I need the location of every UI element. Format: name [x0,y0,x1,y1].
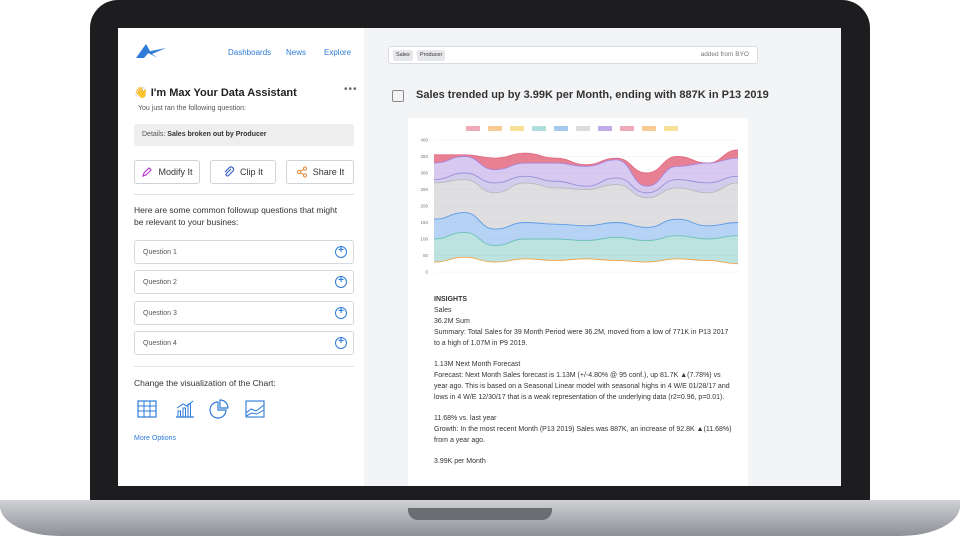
area-chart-icon[interactable] [244,398,266,420]
question-label: Question 2 [143,279,177,286]
question-label: Question 4 [143,340,177,347]
series-line[interactable] [433,256,739,265]
results-panel: Sales Producer added from BYO Sales tren… [364,28,841,486]
y-tick-label: 200 [420,204,428,209]
series-line[interactable] [433,231,739,247]
more-options-link[interactable]: More Options [134,435,177,442]
growth-title: 11.68% vs. last year [434,415,497,422]
modify-label: Modify It [158,167,193,177]
question-label: Question 3 [143,310,177,317]
question-label: Question 1 [143,249,177,256]
share-button[interactable]: Share It [286,160,354,184]
app-screen: Dashboards News Explore 👋 I'm Max Your D… [118,28,841,486]
y-tick-label: 100 [420,237,428,242]
insights: INSIGHTS Sales 36.2M Sum Summary: Total … [434,294,734,467]
series-band[interactable] [434,173,738,198]
nav-explore[interactable]: Explore [324,48,352,57]
forecast-text: Forecast: Next Month Sales forecast is 1… [434,372,730,401]
details-value: Sales broken out by Producer [167,131,267,138]
y-tick-label: 300 [420,171,428,176]
divider [134,366,354,367]
forecast-title: 1.13M Next Month Forecast [434,361,521,368]
growth-text: Growth: In the most recent Month (P13 20… [434,426,732,444]
modify-button[interactable]: Modify It [134,160,200,184]
y-tick-label: 350 [420,154,428,159]
ran-question-text: You just ran the following question: [138,105,246,112]
y-tick-label: 250 [420,187,428,192]
legend-swatch[interactable] [488,126,502,131]
nav-news[interactable]: News [286,48,307,57]
series-band[interactable] [434,149,738,187]
series-line[interactable] [433,172,739,194]
paperclip-icon [224,166,235,177]
y-tick-label: 0 [425,270,428,275]
insights-metric: Sales [434,307,452,314]
sales-chart[interactable]: 400 350 300 250 200 150 100 50 0 [408,122,748,282]
y-tick-label: 400 [420,138,428,143]
search-bar[interactable]: Sales Producer added from BYO [388,46,758,64]
question-item[interactable]: Question 2 + [134,270,354,294]
app-logo-icon[interactable] [134,42,168,60]
series-line[interactable] [433,149,739,174]
divider [134,194,354,195]
legend-swatch[interactable] [532,126,546,131]
laptop-notch [408,508,552,520]
legend-swatch[interactable] [598,126,612,131]
series-band[interactable] [434,212,738,246]
insights-title: INSIGHTS [434,296,468,303]
y-tick-label: 150 [420,220,428,225]
chart-icon [392,90,404,102]
legend-swatch[interactable] [510,126,524,131]
y-tick-label: 50 [423,253,429,258]
add-question-icon[interactable]: + [335,276,347,288]
series-band[interactable] [434,179,738,230]
series-band[interactable] [434,156,738,193]
followup-text: Here are some common followup questions … [134,205,338,227]
legend-swatch[interactable] [664,126,678,131]
nav-dashboards[interactable]: Dashboards [228,48,272,57]
assistant-panel: Dashboards News Explore 👋 I'm Max Your D… [118,28,364,486]
question-item[interactable]: Question 1 + [134,240,354,264]
legend-swatch[interactable] [576,126,590,131]
bar-chart-icon[interactable] [174,398,196,420]
legend-swatch[interactable] [466,126,480,131]
legend-swatch[interactable] [554,126,568,131]
table-chart-icon[interactable] [136,398,158,420]
result-headline: Sales trended up by 3.99K per Month, end… [416,89,769,101]
share-icon [296,166,307,178]
add-question-icon[interactable]: + [335,337,347,349]
search-tag[interactable]: Producer [417,50,446,61]
add-question-icon[interactable]: + [335,307,347,319]
more-menu-icon[interactable]: ••• [344,84,358,95]
change-viz-label: Change the visualization of the Chart: [134,378,276,388]
search-tag[interactable]: Sales [393,50,413,61]
series-line[interactable] [433,156,739,187]
result-card: 400 350 300 250 200 150 100 50 0 INSIGHTS Sales … [408,118,748,486]
share-label: Share It [312,167,345,177]
legend-swatch[interactable] [620,126,634,131]
trend-title: 3.99K per Month [434,458,486,465]
series-band[interactable] [434,232,738,264]
source-label: added from BYO [700,51,749,58]
pencil-icon [142,167,153,177]
series-line[interactable] [433,212,739,230]
insights-summary: Summary: Total Sales for 39 Month Period… [434,329,729,347]
insights-sum: 36.2M Sum [434,318,470,325]
clip-button[interactable]: Clip It [210,160,276,184]
series-line[interactable] [433,179,739,199]
question-item[interactable]: Question 4 + [134,331,354,355]
add-question-icon[interactable]: + [335,246,347,258]
question-item[interactable]: Question 3 + [134,301,354,325]
question-details: Details: Sales broken out by Producer [134,124,354,146]
assistant-title: 👋 I'm Max Your Data Assistant [134,87,297,99]
clip-label: Clip It [239,167,263,177]
details-label: Details: [142,131,166,138]
pie-chart-icon[interactable] [208,398,230,420]
legend-swatch[interactable] [642,126,656,131]
